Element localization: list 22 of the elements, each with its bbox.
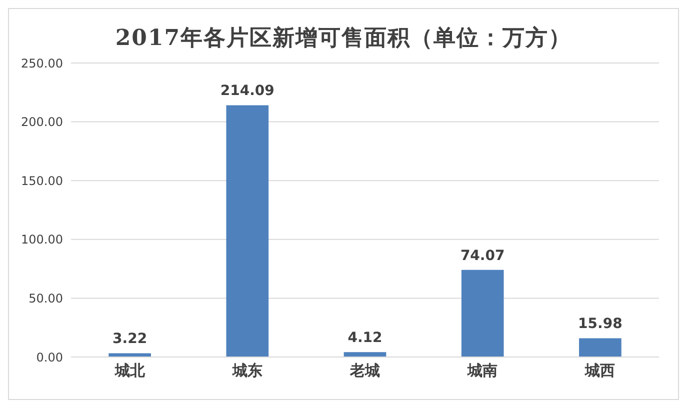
data-label: 4.12 xyxy=(348,330,382,346)
y-tick-label: 150.00 xyxy=(21,174,63,188)
x-tick-label: 城南 xyxy=(466,362,498,380)
y-tick-label: 200.00 xyxy=(21,115,63,130)
data-label: 3.22 xyxy=(112,331,148,348)
x-tick-label: 城北 xyxy=(114,362,146,380)
x-tick-label: 城西 xyxy=(584,362,616,380)
chart-title: 2017年各片区新增可售面积（单位：万方） xyxy=(114,24,573,53)
y-tick-label: 50.00 xyxy=(28,291,63,306)
bar xyxy=(344,352,386,357)
data-label: 74.07 xyxy=(460,248,505,264)
x-tick-label: 老城 xyxy=(349,362,380,380)
x-tick-label: 城东 xyxy=(231,362,262,380)
bar xyxy=(226,105,269,357)
y-tick-label: 100.00 xyxy=(21,232,63,247)
y-tick-label: 250.00 xyxy=(21,56,63,70)
bar xyxy=(108,353,151,357)
bar xyxy=(579,338,622,357)
data-label: 214.09 xyxy=(220,83,274,100)
data-label: 15.98 xyxy=(578,316,622,332)
y-tick-label: 0.00 xyxy=(36,350,63,364)
bar xyxy=(461,270,504,357)
